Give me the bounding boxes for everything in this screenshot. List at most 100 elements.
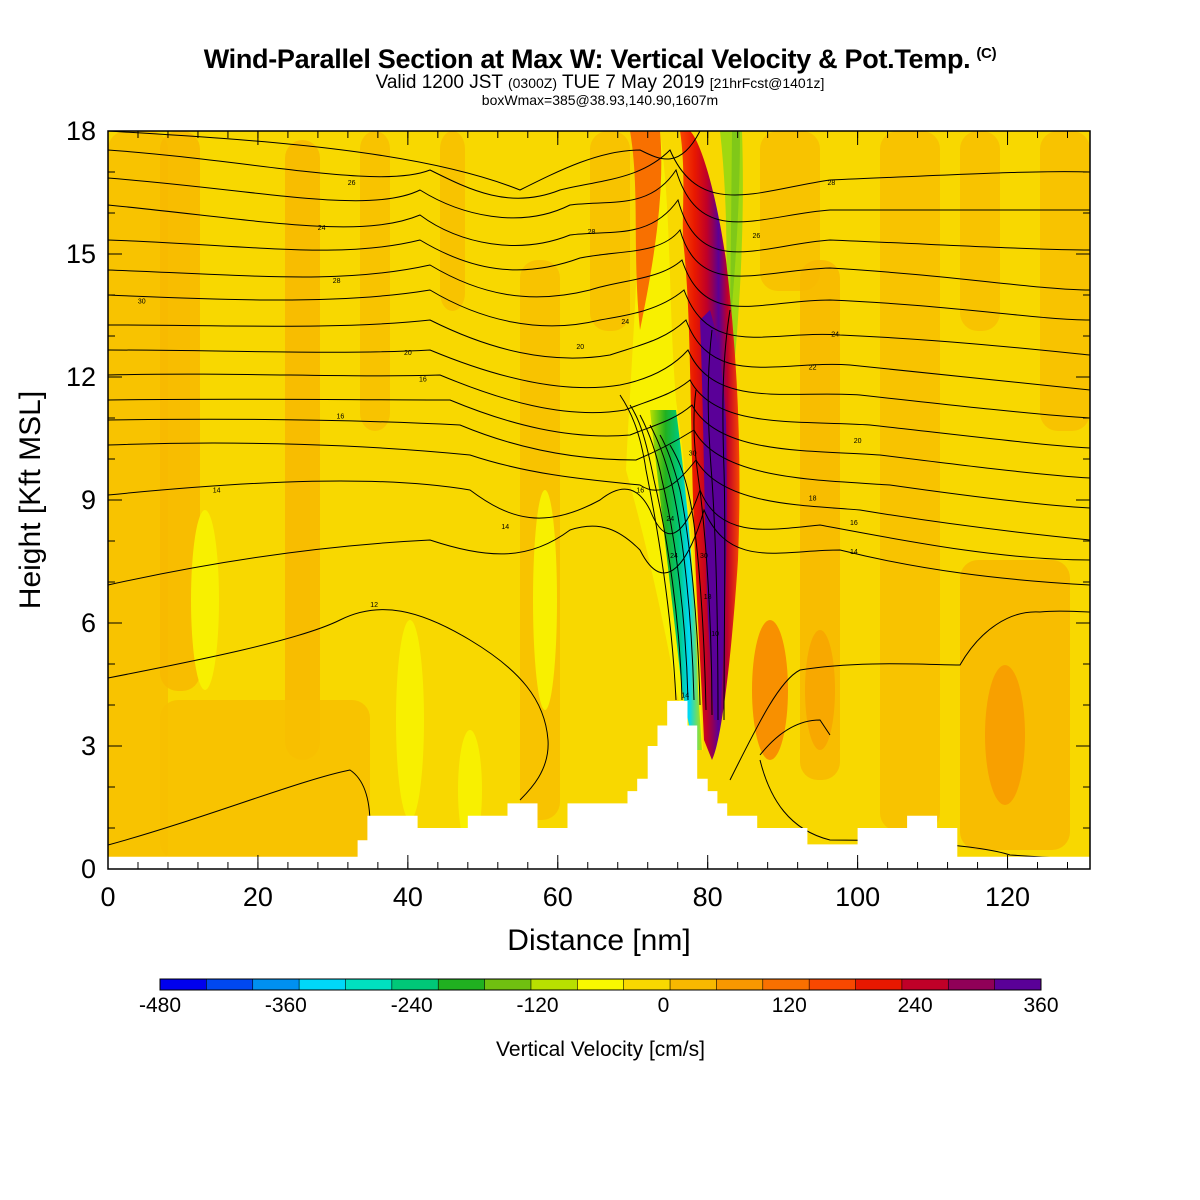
colorbar-swatch [670,979,717,990]
contour-label: 30 [138,299,146,306]
colorbar-swatch [391,979,439,990]
colorbar-swatch [252,979,300,990]
contour-label: 20 [576,344,584,351]
colorbar-swatch [855,979,903,990]
downdraft-core [650,410,702,750]
updraft-upper [630,131,662,330]
isentrope-line [108,289,1090,356]
isentrope-line [108,259,1090,321]
y-tick-label: 9 [81,485,96,515]
isentrope-line [108,168,1090,223]
isentrope-line [108,198,1090,253]
isentrope-line [108,319,1090,391]
downdraft-upper-core [730,131,740,330]
contour-label: 20 [854,438,862,445]
colorbar-tick-label: 360 [1023,994,1058,1017]
colorbar-swatch [299,979,346,990]
descent-streak [533,490,557,710]
colorbar-swatch [345,979,393,990]
contour-label: 20 [404,350,412,357]
colorbar-tick-label: 240 [898,994,933,1017]
colorbar-swatch [577,979,625,990]
contour-label: 28 [333,278,341,285]
terrain [108,700,1090,869]
contour-label: 10 [711,631,719,638]
ascent-core [752,620,788,760]
colorbar-swatch [716,979,764,990]
colorbar: -480 -360 -240 -120 0 120 240 360 Vertical Veloc… [139,978,1059,1061]
contour-label: 24 [666,516,674,523]
x-tick-label: 80 [693,882,723,912]
isentrope-line [649,424,695,701]
copyright-mark: (C) [976,45,997,62]
y-tick-label: 15 [66,239,96,269]
colorbar-swatch [809,979,857,990]
contour-label: 14 [501,524,509,531]
colorbar-tick-label: -240 [391,994,433,1017]
colorbar-swatch [438,979,486,990]
x-axis-title: Distance [nm] [507,924,690,957]
ascent-band [1040,131,1090,431]
ascent-band [880,131,940,831]
contour-label: 18 [704,594,712,601]
colorbar-swatch [623,979,671,990]
valid-utc: (0300Z) [507,75,557,91]
colorbar-frame [159,978,1042,991]
colorbar-tick-label: -120 [517,994,559,1017]
y-tick-label: 12 [66,362,96,392]
isentrope-line [108,228,1090,291]
ascent-band [760,131,820,291]
colorbar-swatch [484,979,532,990]
isentrope-line [629,404,683,701]
contour-label: 30 [700,553,708,560]
isentrope-line [108,131,701,191]
contour-label: 12 [370,602,378,609]
descent-streak [396,620,424,820]
colorbar-tick-label: -480 [139,994,181,1017]
colorbar-swatch [948,979,996,990]
isentrope-line [108,442,1090,541]
isentrope-line [108,418,1090,509]
isentrope-line [108,149,1090,199]
isentrope-line [722,309,731,721]
colorbar-swatch [901,979,949,990]
contour-label: 16 [336,413,344,420]
ascent-core [805,630,835,750]
contour-label: 22 [809,364,817,371]
ascent-band [960,131,1000,331]
axes: 0 20 40 60 80 100 120 0 3 6 9 12 15 18 Distance [nm] He… [14,116,1091,957]
colorbar-swatch [160,979,207,990]
ascent-core [985,665,1025,805]
contour-label: 24 [670,553,678,560]
contour-label: 16 [636,487,644,494]
x-tick-label: 40 [393,882,423,912]
x-tick-label: 0 [100,882,115,912]
isentrope-line [759,719,831,756]
isentrope-line [108,373,1090,449]
ascent-band [285,140,320,760]
isentrope-line [707,329,719,721]
contour-label: 18 [809,495,817,502]
x-tick-label: 20 [243,882,273,912]
ascent-band [360,131,390,431]
x-tick-label: 120 [985,882,1030,912]
contour-label: 16 [419,377,427,384]
x-tick-label: 100 [835,882,880,912]
colorbar-tick-label: 120 [772,994,807,1017]
ascent-band [108,131,168,869]
contour-label: 16 [850,520,858,527]
descent-streak [191,510,219,690]
chart-subtitle: Valid 1200 JST (0300Z) TUE 7 May 2019 [2… [0,72,1200,94]
isentrope-line [108,508,1090,586]
colorbar-swatch [530,979,578,990]
chart-title: Wind-Parallel Section at Max W: Vertical… [0,44,1200,75]
colorbar-swatch [206,979,254,990]
isentrope-line [759,759,1090,861]
contour-label: 14 [681,692,689,699]
y-tick-label: 0 [81,854,96,884]
contour-label: 28 [588,229,596,236]
isentrope-line [619,394,677,701]
colorbar-swatch [762,979,810,990]
contour-label: 26 [753,233,761,240]
